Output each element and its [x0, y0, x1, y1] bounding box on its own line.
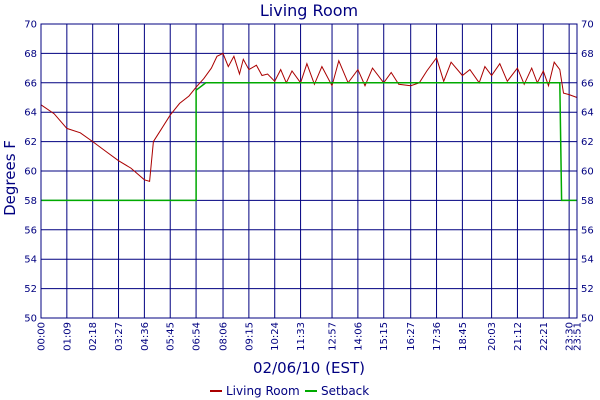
y-tick-labels-left: 50 52 54 56 58 60 62 64 66 68 70 [24, 20, 37, 325]
y-tick-label: 58 [581, 196, 594, 207]
legend-label-setback: Setback [321, 384, 369, 398]
y-tick-label: 68 [24, 49, 37, 60]
x-tick-label: 03:27 [114, 322, 125, 351]
x-axis-label: 02/06/10 (EST) [253, 359, 365, 377]
y-tick-label: 66 [581, 78, 594, 89]
x-tick-label: 12:57 [328, 322, 339, 351]
x-tick-label: 08:06 [219, 322, 230, 351]
series-line-living-room [40, 52, 578, 182]
y-tick-label: 64 [24, 108, 37, 119]
chart-title: Living Room [260, 1, 358, 20]
y-tick-label: 60 [24, 167, 37, 178]
plot-border [40, 23, 578, 319]
y-axis-label: Degrees F [1, 140, 19, 216]
y-tick-label: 54 [581, 255, 594, 266]
x-tick-label: 01:09 [62, 322, 73, 351]
x-tick-label: 06:54 [192, 322, 203, 351]
series-line-setback [41, 82, 577, 202]
y-tick-label: 62 [581, 137, 594, 148]
y-tick-label: 70 [24, 20, 37, 31]
y-tick-label: 56 [24, 225, 37, 236]
x-tick-label: 18:45 [458, 322, 469, 351]
x-tick-label: 10:24 [270, 322, 281, 351]
y-tick-label: 58 [24, 196, 37, 207]
series-lines [40, 52, 578, 202]
y-tick-label: 60 [581, 167, 594, 178]
y-tick-label: 70 [581, 20, 594, 31]
legend: Living Room Setback [210, 384, 369, 398]
y-tick-label: 50 [24, 314, 37, 325]
x-tick-label: 22:21 [539, 322, 550, 351]
x-tick-labels: 00:00 01:09 02:18 03:27 04:36 05:45 06:54 08:06… [37, 322, 584, 351]
x-tick-label: 23:51 [573, 322, 584, 351]
y-tick-label: 54 [24, 255, 37, 266]
y-tick-label: 66 [24, 78, 37, 89]
x-tick-label: 00:00 [37, 322, 48, 351]
x-tick-label: 11:33 [296, 322, 307, 351]
x-tick-label: 09:15 [244, 322, 255, 351]
y-tick-label: 52 [581, 284, 594, 295]
y-tick-label: 62 [24, 137, 37, 148]
y-tick-label: 52 [24, 284, 37, 295]
x-tick-label: 02:18 [88, 322, 99, 351]
x-tick-label: 20:03 [487, 322, 498, 351]
y-tick-label: 68 [581, 49, 594, 60]
x-tick-label: 21:12 [513, 322, 524, 351]
x-tick-label: 14:06 [353, 322, 364, 351]
legend-label-living-room: Living Room [226, 384, 300, 398]
x-tick-label: 04:36 [140, 322, 151, 351]
x-tick-label: 05:45 [166, 322, 177, 351]
y-tick-labels-right: 50 52 54 56 58 60 62 64 66 68 70 [581, 20, 594, 325]
y-tick-label: 56 [581, 225, 594, 236]
x-tick-label: 15:15 [379, 322, 390, 351]
y-tick-label: 50 [581, 314, 594, 325]
x-tick-label: 23:30 [565, 322, 576, 351]
x-tick-label: 16:27 [406, 322, 417, 351]
x-tick-label: 17:36 [432, 322, 443, 351]
y-tick-label: 64 [581, 108, 594, 119]
